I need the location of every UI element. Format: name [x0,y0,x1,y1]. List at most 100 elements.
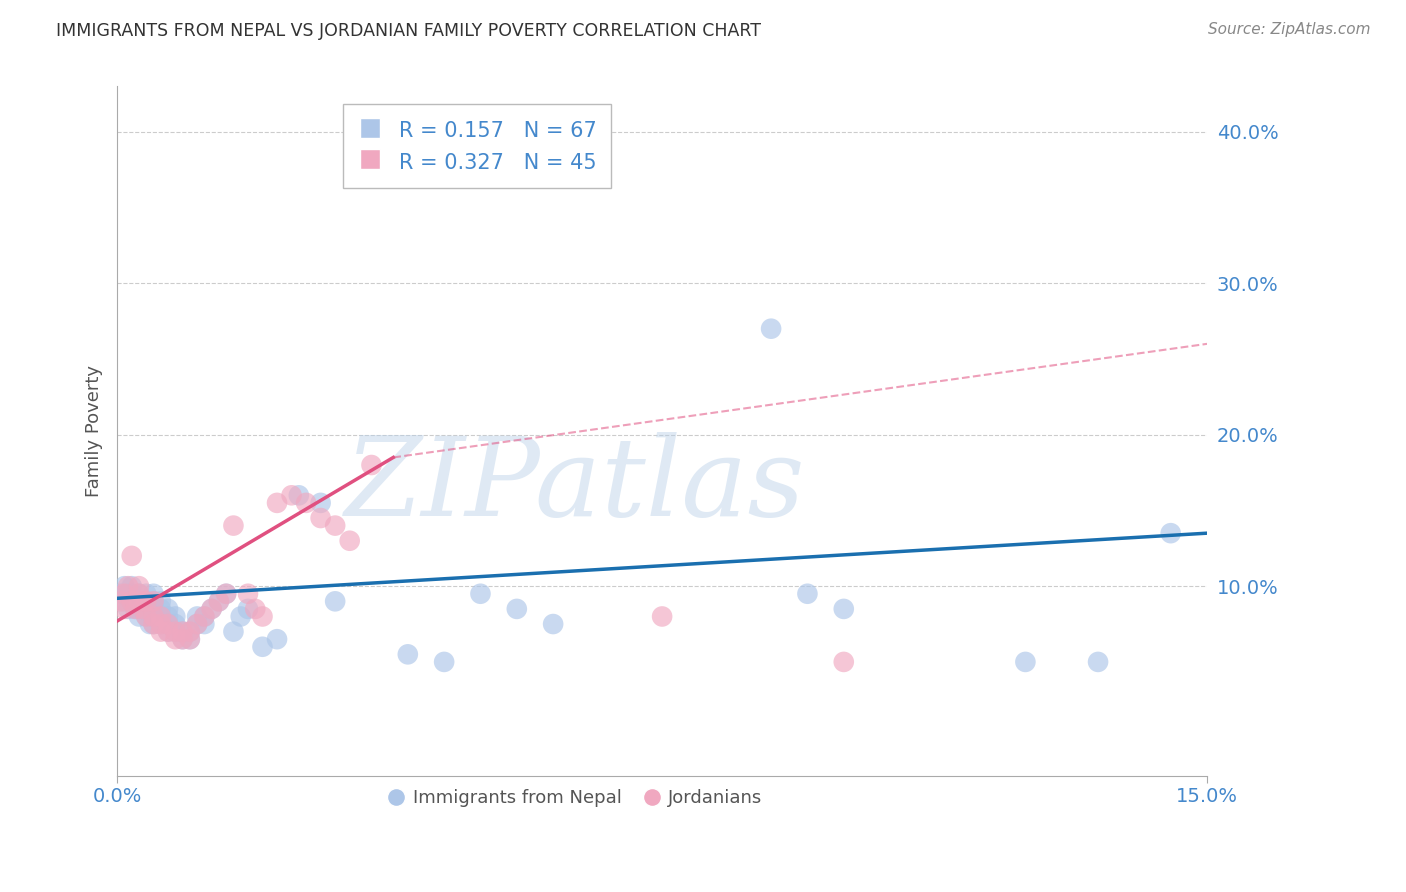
Point [149,617,172,632]
Point [222,624,245,639]
Point [470,587,492,601]
Point [142,587,165,601]
Point [651,609,673,624]
Point [121,587,143,601]
Point [128,609,150,624]
Point [280,488,302,502]
Point [1087,655,1109,669]
Point [149,594,172,608]
Point [128,594,150,608]
Point [157,602,180,616]
Point [222,518,245,533]
Point [142,617,165,632]
Point [172,624,194,639]
Point [149,602,172,616]
Point [229,609,252,624]
Point [128,587,150,601]
Point [142,609,165,624]
Point [215,587,238,601]
Point [114,594,136,608]
Point [360,458,382,472]
Point [236,587,259,601]
Point [139,617,162,632]
Point [128,579,150,593]
Point [796,587,818,601]
Point [208,594,231,608]
Point [128,602,150,616]
Point [131,602,153,616]
Point [1014,655,1036,669]
Point [506,602,529,616]
Point [131,602,153,616]
Point [201,602,224,616]
Point [165,624,187,639]
Point [295,496,318,510]
Point [157,609,180,624]
Point [157,624,180,639]
Point [165,609,187,624]
Point [121,579,143,593]
Point [193,609,215,624]
Point [759,321,782,335]
Point [172,632,194,647]
Point [142,609,165,624]
Point [179,624,201,639]
Point [165,624,187,639]
Point [309,511,332,525]
Point [117,587,139,601]
Point [142,594,165,608]
Point [215,587,238,601]
Point [110,594,132,608]
Point [186,617,208,632]
Point [179,632,201,647]
Point [124,602,146,616]
Point [266,632,288,647]
Point [149,609,172,624]
Point [541,617,564,632]
Point [124,602,146,616]
Point [193,609,215,624]
Point [339,533,361,548]
Point [114,579,136,593]
Legend: Immigrants from Nepal, Jordanians: Immigrants from Nepal, Jordanians [380,782,770,814]
Point [110,587,132,601]
Point [266,496,288,510]
Point [121,594,143,608]
Point [186,617,208,632]
Point [208,594,231,608]
Point [149,624,172,639]
Point [114,587,136,601]
Point [121,594,143,608]
Point [433,655,456,669]
Point [832,602,855,616]
Point [135,587,157,601]
Point [186,609,208,624]
Point [832,655,855,669]
Point [172,624,194,639]
Text: IMMIGRANTS FROM NEPAL VS JORDANIAN FAMILY POVERTY CORRELATION CHART: IMMIGRANTS FROM NEPAL VS JORDANIAN FAMIL… [56,22,761,40]
Point [157,617,180,632]
Point [236,602,259,616]
Point [149,609,172,624]
Y-axis label: Family Poverty: Family Poverty [86,365,103,497]
Point [124,594,146,608]
Point [142,594,165,608]
Point [201,602,224,616]
Point [121,549,143,563]
Point [252,609,274,624]
Point [135,602,157,616]
Point [179,624,201,639]
Point [157,624,180,639]
Point [117,602,139,616]
Point [142,617,165,632]
Point [179,632,201,647]
Point [1160,526,1182,541]
Point [128,594,150,608]
Text: ZIPatlas: ZIPatlas [344,433,806,540]
Point [165,617,187,632]
Point [135,609,157,624]
Point [128,587,150,601]
Point [165,632,187,647]
Point [135,609,157,624]
Point [149,617,172,632]
